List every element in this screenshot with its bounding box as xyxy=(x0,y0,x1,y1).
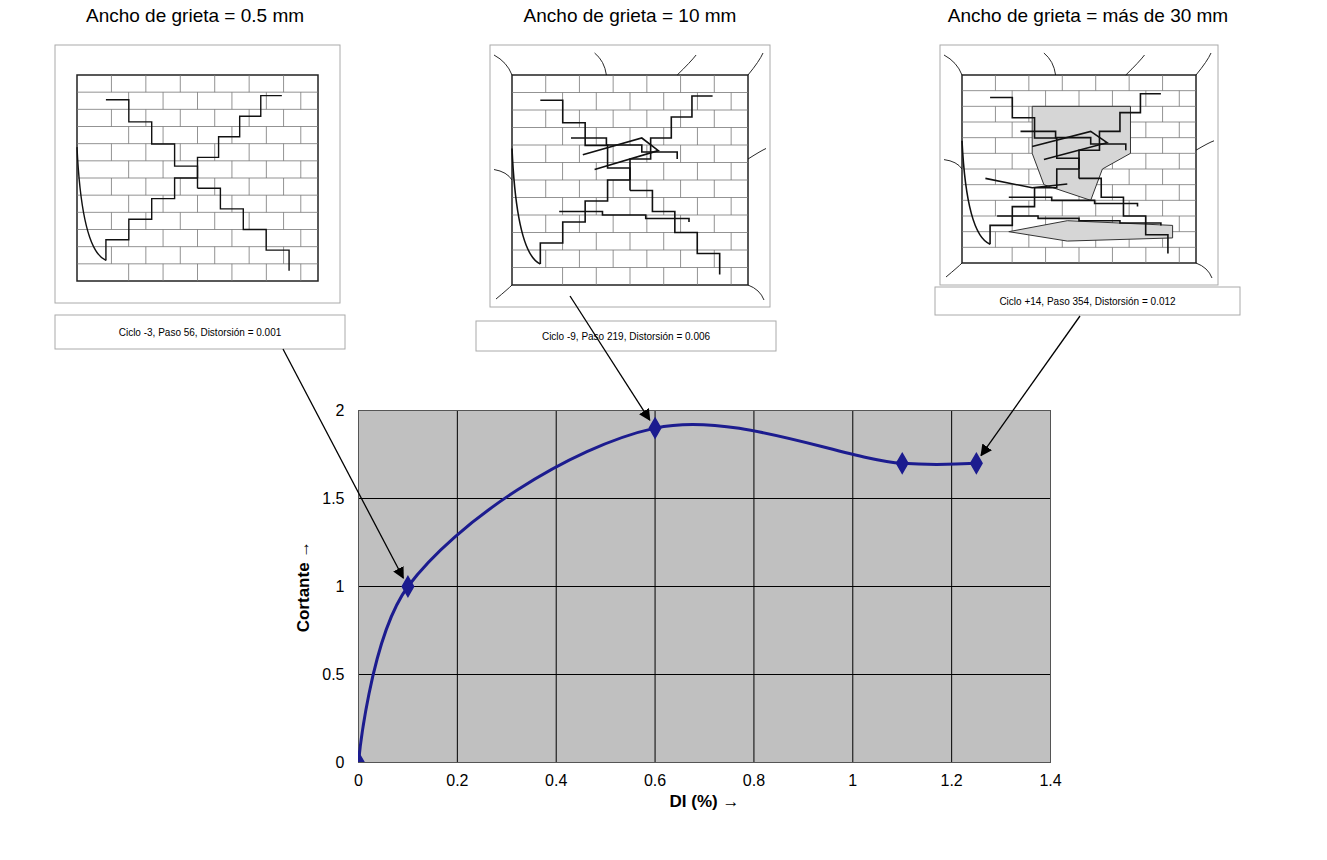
svg-text:1.2: 1.2 xyxy=(941,772,963,789)
svg-text:0: 0 xyxy=(354,772,363,789)
svg-text:1.4: 1.4 xyxy=(1039,772,1061,789)
svg-text:Ancho de grieta = 10 mm: Ancho de grieta = 10 mm xyxy=(524,5,737,26)
svg-text:0.2: 0.2 xyxy=(446,772,468,789)
svg-text:1: 1 xyxy=(336,578,345,595)
svg-text:Ancho de grieta = más de 30 mm: Ancho de grieta = más de 30 mm xyxy=(948,5,1228,26)
svg-text:0.5: 0.5 xyxy=(322,666,344,683)
svg-text:1.5: 1.5 xyxy=(322,490,344,507)
svg-text:0.4: 0.4 xyxy=(545,772,567,789)
svg-text:Cortante →: Cortante → xyxy=(294,541,313,633)
svg-text:Ciclo -9, Paso 219, Distorsió: Ciclo -9, Paso 219, Distorsión = 0.006 xyxy=(542,331,711,342)
svg-text:0: 0 xyxy=(336,754,345,771)
svg-text:0.6: 0.6 xyxy=(644,772,666,789)
svg-text:0.8: 0.8 xyxy=(743,772,765,789)
svg-text:DI (%) →: DI (%) → xyxy=(670,792,740,811)
svg-text:Ciclo -3, Paso 56, Distorsión: Ciclo -3, Paso 56, Distorsión = 0.001 xyxy=(119,327,282,338)
svg-text:Ciclo +14, Paso 354, Distorsió: Ciclo +14, Paso 354, Distorsión = 0.012 xyxy=(999,296,1176,307)
svg-text:2: 2 xyxy=(336,402,345,419)
svg-text:Ancho de grieta = 0.5 mm: Ancho de grieta = 0.5 mm xyxy=(86,5,304,26)
svg-text:1: 1 xyxy=(848,772,857,789)
